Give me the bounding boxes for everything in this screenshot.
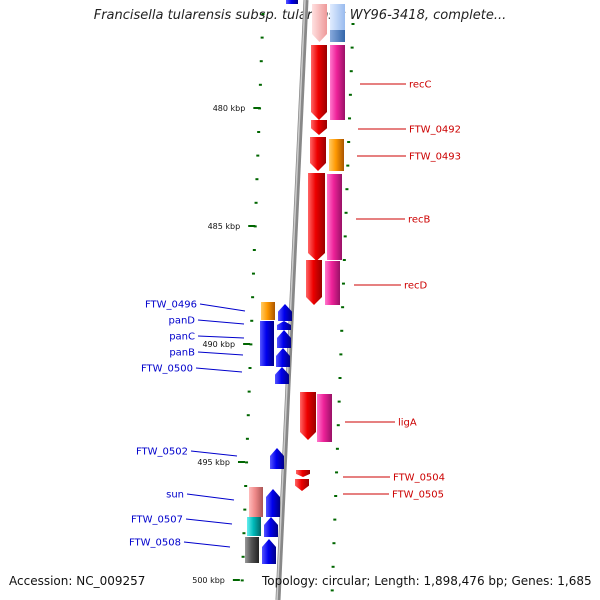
map-title: Francisella tularensis subsp. tularensis…	[93, 8, 507, 23]
gene-label-panD[interactable]: panD	[168, 316, 195, 327]
cds-box-FTW_0493[interactable]	[329, 139, 344, 171]
kbp-label: 500 kbp	[192, 576, 225, 585]
gene-arrow-panD[interactable]	[277, 321, 291, 330]
gene-label-FTW_0500[interactable]: FTW_0500	[141, 364, 193, 375]
gene-label-FTW_0508[interactable]: FTW_0508	[129, 538, 181, 549]
gene-label-FTW_0507[interactable]: FTW_0507	[131, 515, 183, 526]
gene-arrow-top-partial[interactable]	[312, 4, 327, 42]
gene-label-FTW_0505[interactable]: FTW_0505	[392, 490, 444, 501]
gene-arrow-FTW_0505[interactable]	[295, 479, 309, 491]
gene-label-sun[interactable]: sun	[166, 490, 184, 501]
gene-label-recB[interactable]: recB	[408, 215, 431, 226]
gene-label-FTW_0493[interactable]: FTW_0493	[409, 152, 461, 163]
leader-line	[186, 493, 235, 501]
gene-arrow-FTW_0492[interactable]	[311, 120, 327, 135]
gene-arrow-FTW_0496[interactable]	[278, 304, 292, 321]
kbp-label: 490 kbp	[202, 340, 235, 349]
gene-arrow-FTW_0507[interactable]	[264, 517, 278, 537]
leader-line	[197, 335, 245, 339]
gene-arrow-FTW_0493[interactable]	[310, 137, 326, 171]
cds-box-sun[interactable]	[249, 487, 263, 517]
gene-arrow-sun[interactable]	[266, 489, 280, 517]
cds-box-FTW_0507[interactable]	[247, 517, 261, 536]
cds-box-top-partial[interactable]	[330, 4, 345, 32]
topology-label: Topology: circular; Length: 1,898,476 bp…	[262, 574, 592, 588]
accession-label: Accession: NC_009257	[9, 574, 146, 588]
gene-arrow-recD[interactable]	[306, 260, 322, 305]
gene-arrow-FTW_0508[interactable]	[262, 539, 276, 564]
kbp-scale: 480 kbp 485 kbp 490 kbp 495 kbp 500 kbp	[192, 104, 261, 585]
gene-label-ligA[interactable]: ligA	[398, 418, 417, 429]
gene-label-FTW_0496[interactable]: FTW_0496	[145, 300, 197, 311]
cds-box-ligA[interactable]	[317, 394, 332, 442]
cds-box-panD-panC-panB[interactable]	[260, 321, 274, 366]
gene-arrow-FTW_0502[interactable]	[270, 448, 284, 469]
gene-features	[245, 0, 345, 564]
cds-box-recC[interactable]	[330, 45, 345, 120]
leader-line	[185, 518, 233, 525]
tick-marks	[240, 13, 355, 592]
kbp-label: 480 kbp	[213, 104, 246, 113]
gene-label-FTW_0492[interactable]: FTW_0492	[409, 125, 461, 136]
gene-label-panC[interactable]: panC	[169, 332, 195, 343]
gene-label-FTW_0502[interactable]: FTW_0502	[136, 447, 188, 458]
backbone-highlight	[276, 0, 306, 600]
gene-label-recC[interactable]: recC	[409, 80, 432, 91]
leader-line	[183, 541, 231, 548]
gene-arrow-FTW_0500[interactable]	[275, 367, 289, 384]
gene-labels: recC FTW_0492 FTW_0493 recB recD ligA FTW_0504…	[129, 80, 461, 549]
kbp-label: 485 kbp	[208, 222, 241, 231]
cds-box-recB[interactable]	[327, 174, 342, 260]
gene-arrow-panB[interactable]	[276, 348, 290, 367]
leader-line	[190, 450, 238, 457]
leader-line	[199, 303, 246, 312]
gene-label-panB[interactable]: panB	[169, 348, 195, 359]
gene-arrow-ligA[interactable]	[300, 392, 316, 440]
gene-box-top-blue[interactable]	[286, 0, 298, 4]
cds-box-top-steel[interactable]	[330, 30, 345, 42]
gene-arrow-panC[interactable]	[277, 330, 291, 348]
leader-line	[195, 367, 243, 373]
kbp-label: 495 kbp	[197, 458, 230, 467]
cds-box-recD[interactable]	[325, 261, 340, 305]
gene-label-recD[interactable]: recD	[404, 281, 428, 292]
gene-arrow-recB[interactable]	[308, 173, 325, 261]
cds-box-FTW_0496[interactable]	[261, 302, 275, 320]
backbone-line	[275, 0, 309, 600]
gene-arrow-recC[interactable]	[311, 45, 327, 120]
cds-box-FTW_0508[interactable]	[245, 537, 259, 563]
leader-line	[197, 351, 244, 356]
gene-label-FTW_0504[interactable]: FTW_0504	[393, 473, 445, 484]
gene-arrow-FTW_0504[interactable]	[296, 470, 310, 477]
leader-line	[197, 319, 245, 325]
